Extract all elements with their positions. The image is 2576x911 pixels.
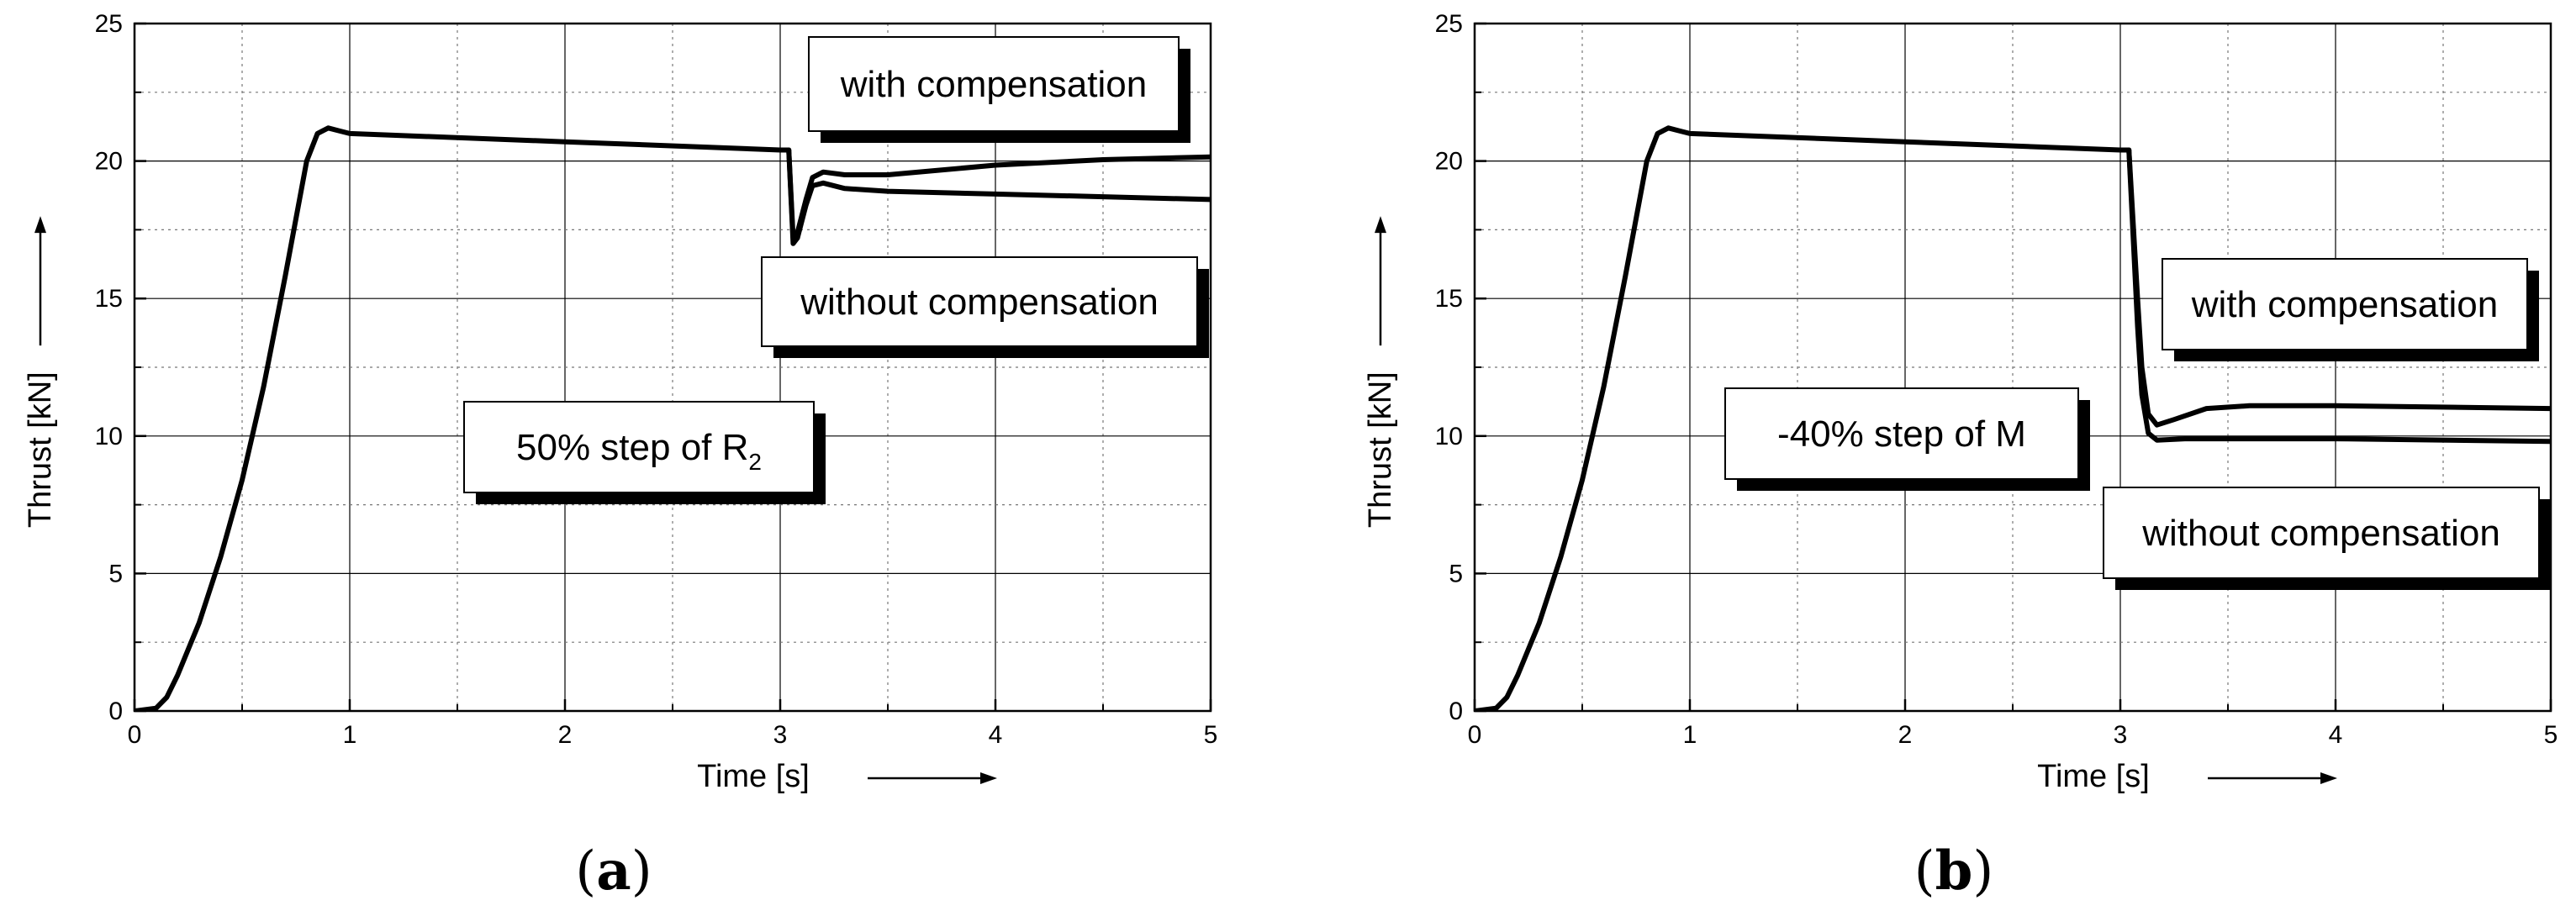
grid	[1475, 24, 2551, 711]
annotation-box	[1724, 387, 2079, 480]
panel-label: (b)	[1914, 840, 1994, 903]
annotation-with: with compensation	[2162, 258, 2539, 361]
annotation-text: -40% step of M	[1777, 413, 2026, 455]
series-line-common	[1475, 125, 2132, 711]
y-axis: 0 5 10 15 20 25	[95, 10, 146, 725]
annotation-text: with compensation	[2191, 284, 2498, 325]
series-line-without-compensation	[2126, 147, 2551, 445]
x-tick-label: 5	[1204, 721, 1218, 749]
y-axis-arrowhead	[34, 216, 46, 234]
x-tick-label: 2	[558, 721, 573, 749]
y-tick-label: 25	[95, 10, 123, 38]
chart-panel-a: 0 1 2 3 4 5 0 5 10 15 20 25 Time [s] Thrust [kN] with …	[23, 10, 1217, 903]
y-tick-label: 10	[1435, 423, 1463, 450]
x-tick-label: 0	[1468, 721, 1482, 749]
annotation-box	[761, 256, 1198, 347]
annotation-text: without compensation	[2141, 513, 2500, 554]
y-tick-label: 15	[95, 285, 123, 313]
x-tick-label: 4	[2329, 721, 2343, 749]
annotation-step: -40% step of M	[1724, 387, 2090, 491]
annotation-with: with compensation	[808, 36, 1190, 143]
x-tick-label: 1	[343, 721, 357, 749]
y-axis-title: Thrust [kN]	[23, 371, 58, 528]
annotation-text: with compensation	[840, 64, 1147, 105]
annotation-box	[2162, 258, 2528, 350]
y-tick-label: 5	[1449, 560, 1463, 587]
y-tick-label: 25	[1435, 10, 1463, 38]
x-axis-title: Time [s]	[2037, 759, 2150, 794]
x-tick-label: 5	[2544, 721, 2558, 749]
series-group	[1475, 125, 2551, 711]
x-tick-label: 4	[989, 721, 1003, 749]
annotation-without: without compensation	[2103, 487, 2551, 590]
x-axis: 0 1 2 3 4 5	[128, 699, 1218, 749]
annotation-box	[2103, 487, 2540, 579]
annotation-without: without compensation	[761, 256, 1209, 358]
x-tick-label: 2	[1898, 721, 1913, 749]
annotation-step: 50% step of R2	[463, 401, 826, 504]
x-axis-arrowhead	[2320, 772, 2337, 784]
y-tick-label: 20	[1435, 148, 1463, 176]
series-line-common	[135, 125, 792, 711]
y-tick-label: 10	[95, 423, 123, 450]
x-axis-title: Time [s]	[697, 759, 810, 794]
y-axis-title: Thrust [kN]	[1363, 371, 1398, 528]
x-axis-arrowhead	[980, 772, 997, 784]
series-line-without-compensation	[786, 147, 1211, 246]
chart-panel-b: 0 1 2 3 4 5 0 5 10 15 20 25 Time [s] Thrust [kN] with …	[1363, 10, 2558, 903]
annotation-text: without compensation	[800, 282, 1159, 323]
y-axis-arrowhead	[1375, 216, 1386, 234]
y-axis: 0 5 10 15 20 25	[1435, 10, 1486, 725]
y-tick-label: 0	[108, 698, 123, 725]
panel-label: (a)	[575, 840, 652, 903]
y-tick-label: 15	[1435, 285, 1463, 313]
y-tick-label: 0	[1449, 698, 1463, 725]
y-tick-label: 5	[108, 560, 123, 587]
y-tick-label: 20	[95, 148, 123, 176]
series-group	[135, 125, 1211, 711]
annotation-box	[463, 401, 815, 493]
x-tick-label: 0	[128, 721, 142, 749]
annotation-box	[808, 36, 1180, 132]
x-tick-label: 3	[2114, 721, 2128, 749]
x-tick-label: 1	[1683, 721, 1697, 749]
x-tick-label: 3	[773, 721, 788, 749]
annotation-text: 50% step of R2	[516, 427, 762, 475]
annotation-subscript: 2	[748, 449, 762, 475]
x-axis: 0 1 2 3 4 5	[1468, 699, 2558, 749]
